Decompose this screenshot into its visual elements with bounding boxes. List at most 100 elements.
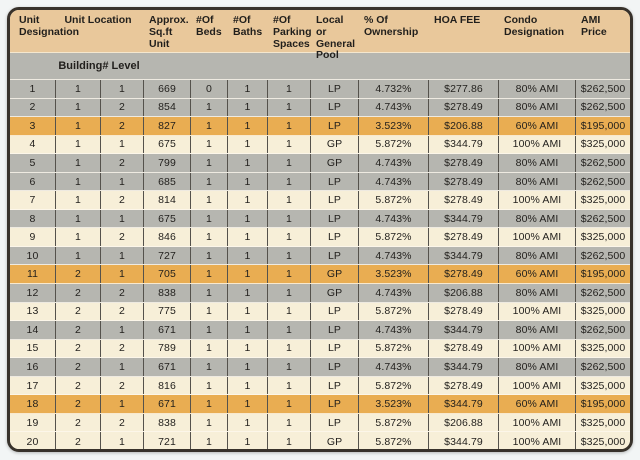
cell-baths: 1 <box>227 117 267 135</box>
cell-beds: 1 <box>190 376 227 395</box>
cell-sqft: 789 <box>143 339 190 358</box>
cell-ami-price: $325,000 <box>575 413 630 432</box>
cell-unit-designation: 14 <box>26 323 39 336</box>
cell-parking-spaces: 1 <box>267 209 310 228</box>
cell-beds: 1 <box>190 209 227 228</box>
cell-beds: 1 <box>190 339 227 358</box>
cell-ami-price: $262,500 <box>575 246 630 265</box>
table-row: 14 2 1 671 1 1 1 LP 4.743% $344.79 80% AMI $262,500 <box>10 321 630 340</box>
cell-level: 2 <box>100 284 143 302</box>
cell-beds: 0 <box>190 80 227 98</box>
cell-building-number: 1 <box>55 117 100 135</box>
cell-condo-designation: 80% AMI <box>498 358 575 376</box>
cell-ownership-pct: 4.743% <box>358 209 428 228</box>
cell-parking-spaces: 1 <box>267 339 310 358</box>
cell-baths: 1 <box>227 321 267 339</box>
cell-condo-designation: 80% AMI <box>498 284 575 302</box>
cell-pool: LP <box>310 80 358 98</box>
table-row: 12 2 2 838 1 1 1 GP 4.743% $206.88 80% AMI $262,500 <box>10 284 630 303</box>
cell-building-number: 1 <box>55 172 100 191</box>
cell-baths: 1 <box>227 246 267 265</box>
table-row: 19 2 2 838 1 1 1 LP 5.872% $206.88 100% AMI $325,00… <box>10 413 630 433</box>
cell-ownership-pct: 4.743% <box>358 246 428 265</box>
cell-baths: 1 <box>227 191 267 209</box>
cell-level: 1 <box>100 395 143 413</box>
cell-hoa-fee: $278.49 <box>428 154 498 172</box>
cell-hoa-fee: $278.49 <box>428 339 498 358</box>
header-pool: Local or General Pool <box>316 14 356 62</box>
cell-condo-designation: 80% AMI <box>498 172 575 191</box>
cell-baths: 1 <box>227 80 267 98</box>
cell-hoa-fee: $344.79 <box>428 209 498 228</box>
cell-hoa-fee: $206.88 <box>428 284 498 302</box>
cell-condo-designation: 100% AMI <box>498 302 575 321</box>
cell-building-number: 2 <box>55 321 100 339</box>
cell-baths: 1 <box>227 432 267 449</box>
cell-level: 2 <box>100 413 143 432</box>
cell-pool: LP <box>310 228 358 246</box>
cell-baths: 1 <box>227 358 267 376</box>
cell-condo-designation: 100% AMI <box>498 432 575 449</box>
cell-ami-price: $325,000 <box>575 228 630 246</box>
cell-beds: 1 <box>190 413 227 432</box>
cell-unit-designation: 12 <box>26 286 39 299</box>
cell-pool: GP <box>310 154 358 172</box>
cell-ami-price: $262,500 <box>575 98 630 117</box>
cell-level: 1 <box>100 135 143 154</box>
cell-baths: 1 <box>227 284 267 302</box>
header-unit-location: Unit Location <box>64 14 132 26</box>
cell-level: 2 <box>100 376 143 395</box>
cell-condo-designation: 100% AMI <box>498 413 575 432</box>
cell-ami-price: $325,000 <box>575 302 630 321</box>
cell-ami-price: $262,500 <box>575 284 630 302</box>
cell-hoa-fee: $278.49 <box>428 265 498 284</box>
cell-beds: 1 <box>190 265 227 284</box>
cell-unit-designation: 13 <box>26 305 39 318</box>
cell-unit-designation: 3 <box>29 119 36 132</box>
table-row: 18 2 1 671 1 1 1 LP 3.523% $344.79 60% AMI $195,000 <box>10 395 630 414</box>
cell-ownership-pct: 4.743% <box>358 98 428 117</box>
cell-pool: LP <box>310 413 358 432</box>
cell-parking-spaces: 1 <box>267 98 310 117</box>
cell-parking-spaces: 1 <box>267 246 310 265</box>
cell-level: 1 <box>100 265 143 284</box>
cell-ownership-pct: 5.872% <box>358 432 428 449</box>
cell-baths: 1 <box>227 209 267 228</box>
cell-baths: 1 <box>227 265 267 284</box>
cell-hoa-fee: $278.49 <box>428 191 498 209</box>
cell-building-number: 2 <box>55 432 100 449</box>
cell-beds: 1 <box>190 246 227 265</box>
cell-parking-spaces: 1 <box>267 358 310 376</box>
cell-ownership-pct: 5.872% <box>358 339 428 358</box>
table-row: 7 1 2 814 1 1 1 LP 5.872% $278.49 100% AMI $325,000 <box>10 191 630 210</box>
table-row: 9 1 2 846 1 1 1 LP 5.872% $278.49 100% AMI $325,000 <box>10 228 630 247</box>
cell-pool: LP <box>310 98 358 117</box>
cell-level: 1 <box>100 80 143 98</box>
cell-unit-designation: 8 <box>29 212 36 225</box>
cell-baths: 1 <box>227 172 267 191</box>
cell-ownership-pct: 5.872% <box>358 191 428 209</box>
cell-ownership-pct: 5.872% <box>358 135 428 154</box>
cell-parking-spaces: 1 <box>267 154 310 172</box>
cell-hoa-fee: $277.86 <box>428 80 498 98</box>
cell-hoa-fee: $278.49 <box>428 228 498 246</box>
cell-condo-designation: 100% AMI <box>498 376 575 395</box>
cell-hoa-fee: $278.49 <box>428 376 498 395</box>
cell-hoa-fee: $206.88 <box>428 413 498 432</box>
cell-beds: 1 <box>190 191 227 209</box>
table-row: 1 1 1 669 0 1 1 LP 4.732% $277.86 80% AMI $262,500 <box>10 80 630 99</box>
cell-sqft: 671 <box>143 395 190 413</box>
cell-baths: 1 <box>227 413 267 432</box>
cell-building-number: 1 <box>55 135 100 154</box>
cell-building-number: 2 <box>55 376 100 395</box>
header-condo-designation: Condo Designation <box>504 14 565 38</box>
cell-parking-spaces: 1 <box>267 395 310 413</box>
cell-unit-designation: 5 <box>29 156 36 169</box>
cell-sqft: 721 <box>143 432 190 449</box>
cell-parking-spaces: 1 <box>267 413 310 432</box>
cell-level: 2 <box>100 191 143 209</box>
cell-ami-price: $195,000 <box>575 395 630 413</box>
cell-unit-designation: 9 <box>29 231 36 244</box>
cell-level: 2 <box>100 98 143 117</box>
cell-building-number: 2 <box>55 339 100 358</box>
